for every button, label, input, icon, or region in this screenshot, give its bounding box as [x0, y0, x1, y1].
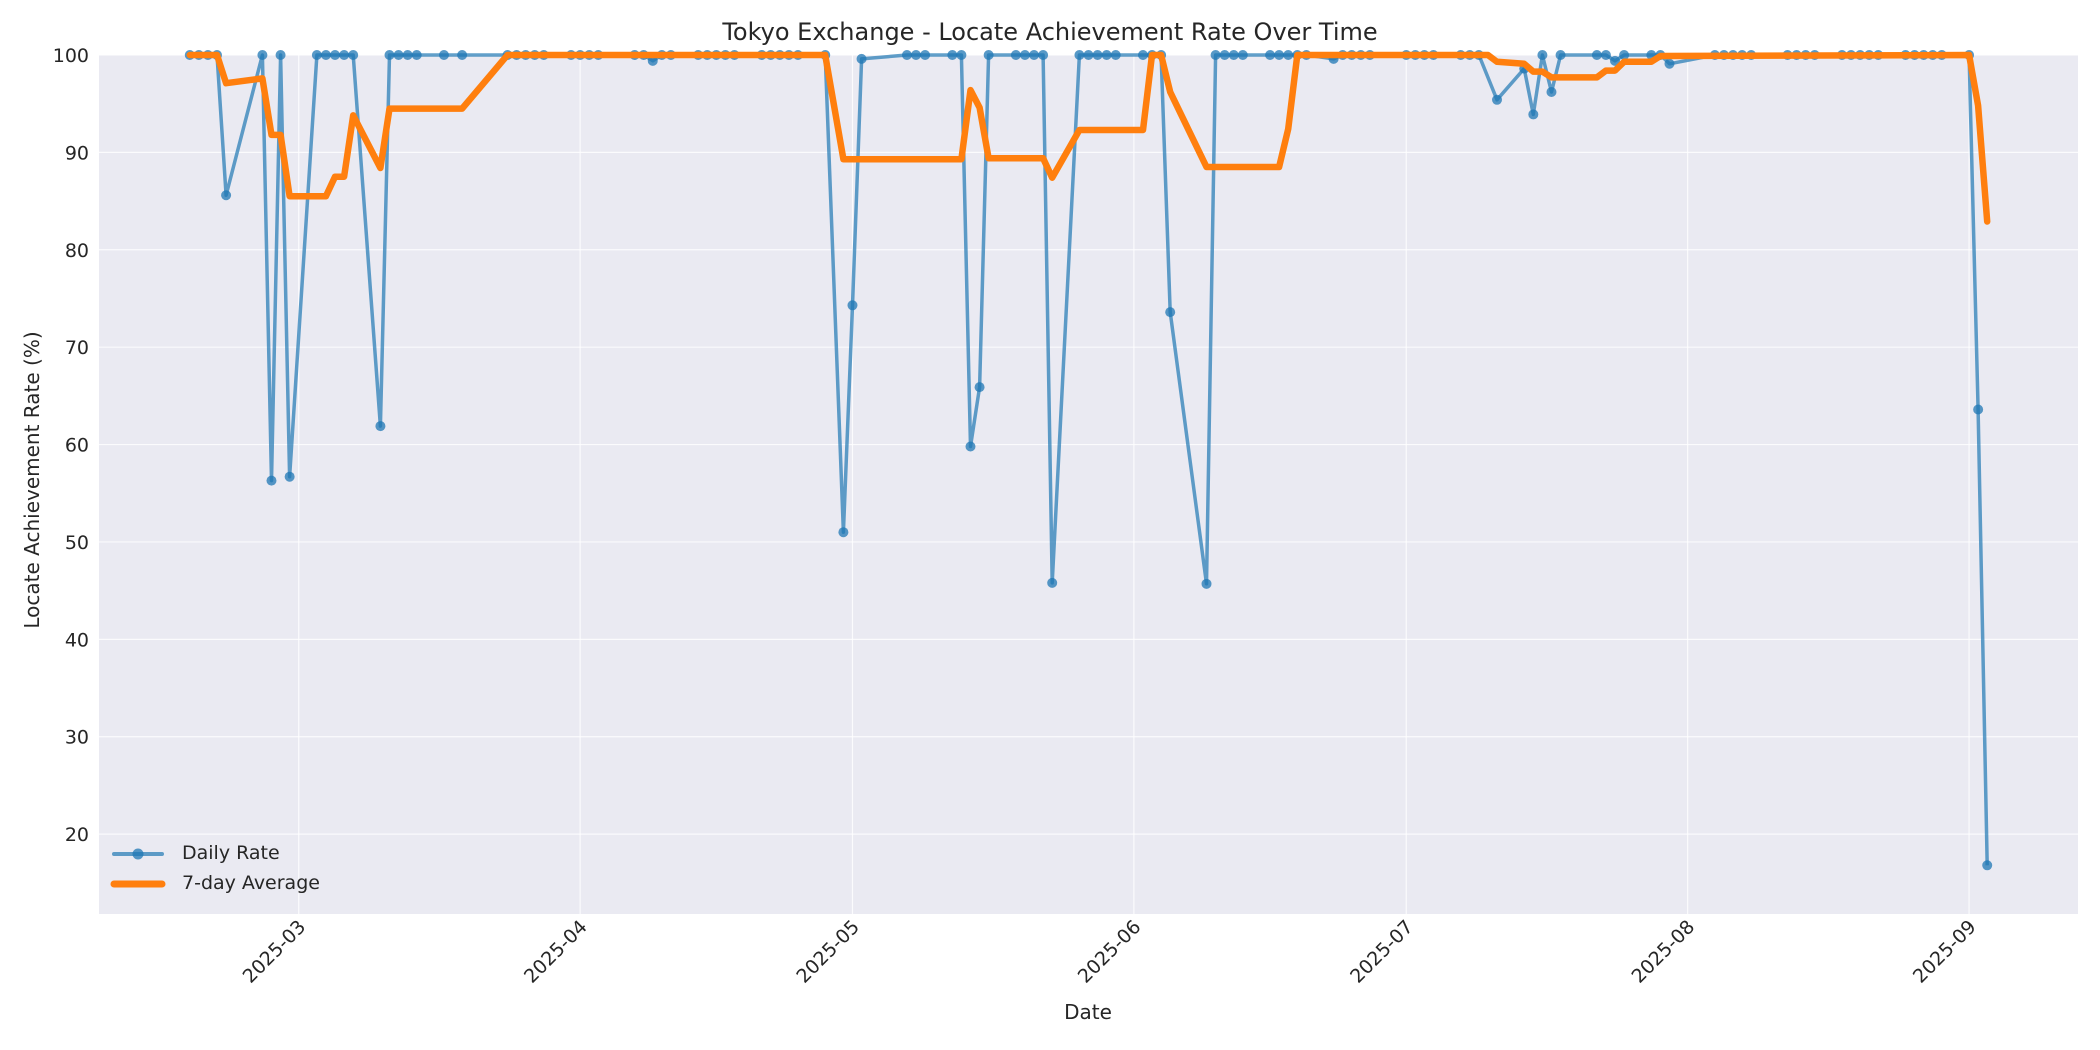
chart-title: Tokyo Exchange - Locate Achievement Rate… — [722, 18, 1378, 46]
data-point — [1610, 55, 1621, 66]
x-tick-label: 2025-03 — [239, 916, 311, 988]
data-point — [1973, 404, 1984, 415]
data-point — [284, 471, 295, 482]
data-point — [438, 50, 449, 60]
data-point — [947, 50, 958, 60]
data-point — [956, 50, 967, 60]
data-point — [1591, 50, 1602, 60]
data-point — [339, 50, 350, 60]
x-tick-label: 2025-08 — [1627, 916, 1699, 988]
data-point — [1600, 50, 1611, 60]
data-point — [330, 50, 341, 60]
y-tick-label: 100 — [53, 45, 89, 67]
y-tick-label: 50 — [65, 532, 89, 554]
thick-line-icon — [110, 868, 170, 898]
legend-item-7-day-average: 7-day Average — [110, 868, 320, 898]
x-axis-label: Date — [1064, 1000, 1112, 1024]
data-point — [856, 53, 867, 64]
data-point — [1219, 50, 1230, 60]
data-point — [1083, 50, 1094, 60]
data-point — [1982, 860, 1993, 871]
data-point — [1047, 577, 1058, 588]
data-point — [1074, 50, 1085, 60]
legend: Daily Rate 7-day Average — [110, 838, 320, 898]
data-point — [911, 50, 922, 60]
legend-item-daily-rate: Daily Rate — [110, 838, 320, 868]
data-point — [275, 50, 286, 60]
x-tick-label: 2025-05 — [792, 916, 864, 988]
data-point — [1555, 50, 1566, 60]
data-point — [1029, 50, 1040, 60]
data-point — [965, 441, 976, 452]
data-point — [311, 50, 322, 60]
data-point — [1664, 58, 1675, 69]
data-point — [1092, 50, 1103, 60]
data-point — [647, 55, 658, 66]
data-point — [1237, 50, 1248, 60]
x-tick-label: 2025-06 — [1074, 916, 1146, 988]
data-point — [1010, 50, 1021, 60]
data-point — [901, 50, 912, 60]
data-point — [1101, 50, 1112, 60]
data-point — [1492, 94, 1503, 105]
data-point — [375, 421, 386, 432]
data-point — [983, 50, 994, 60]
data-point — [1165, 307, 1176, 318]
data-point — [1619, 50, 1630, 60]
y-tick-label: 90 — [65, 142, 89, 164]
x-tick-label: 2025-04 — [520, 916, 592, 988]
legend-label: 7-day Average — [182, 872, 320, 894]
data-point — [1283, 50, 1294, 60]
data-point — [1137, 50, 1148, 60]
data-point — [1265, 50, 1276, 60]
data-point — [221, 190, 232, 201]
y-tick-label: 40 — [65, 629, 89, 651]
data-point — [1201, 578, 1212, 589]
y-tick-label: 70 — [65, 337, 89, 359]
series-7-day-average — [186, 51, 1991, 225]
data-point — [1537, 50, 1548, 60]
legend-label: Daily Rate — [182, 842, 280, 864]
data-point — [920, 50, 931, 60]
data-point — [457, 50, 468, 60]
data-point — [348, 50, 359, 60]
data-point — [1546, 87, 1557, 98]
plot-background — [99, 55, 2078, 914]
data-point — [1528, 109, 1539, 120]
data-point — [1038, 50, 1049, 60]
data-point — [1110, 50, 1121, 60]
x-tick-label: 2025-09 — [1909, 916, 1981, 988]
y-axis-label: Locate Achievement Rate (%) — [20, 331, 44, 629]
data-point — [1210, 50, 1221, 60]
data-point — [411, 50, 422, 60]
y-tick-label: 20 — [65, 824, 89, 846]
data-point — [393, 50, 404, 60]
data-point — [974, 382, 985, 393]
data-point — [384, 50, 395, 60]
data-point — [266, 475, 277, 486]
x-tick-label: 2025-07 — [1346, 916, 1418, 988]
data-point — [847, 300, 858, 311]
data-point — [257, 50, 268, 60]
data-point — [838, 527, 849, 538]
data-point — [1274, 50, 1285, 60]
y-tick-label: 80 — [65, 240, 89, 262]
line-with-marker-icon — [110, 838, 170, 868]
y-tick-label: 60 — [65, 435, 89, 457]
data-point — [402, 50, 413, 60]
data-point — [1019, 50, 1030, 60]
data-point — [1228, 50, 1239, 60]
data-point — [320, 50, 331, 60]
y-tick-label: 30 — [65, 727, 89, 749]
